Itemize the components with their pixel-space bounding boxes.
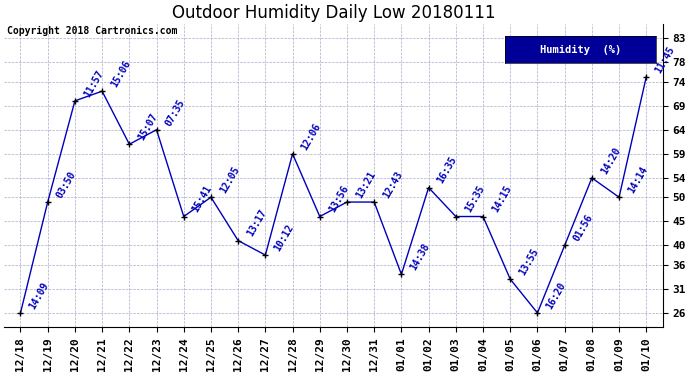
- Text: 14:14: 14:14: [626, 165, 649, 195]
- Text: 16:35: 16:35: [435, 155, 459, 185]
- Text: 15:35: 15:35: [463, 184, 486, 214]
- Text: 13:21: 13:21: [354, 170, 377, 200]
- Text: 16:20: 16:20: [544, 280, 568, 311]
- Text: 13:56: 13:56: [327, 184, 350, 214]
- Text: 07:35: 07:35: [164, 97, 187, 128]
- Text: 11:45: 11:45: [653, 44, 677, 75]
- Text: 14:09: 14:09: [28, 280, 51, 311]
- Text: 03:50: 03:50: [55, 170, 78, 200]
- Text: 12:06: 12:06: [299, 121, 323, 152]
- Text: 14:15: 14:15: [490, 184, 513, 214]
- Text: 15:06: 15:06: [109, 58, 132, 89]
- Text: 12:43: 12:43: [381, 170, 404, 200]
- Text: 11:57: 11:57: [82, 68, 105, 99]
- Text: 13:55: 13:55: [518, 246, 540, 277]
- Text: Copyright 2018 Cartronics.com: Copyright 2018 Cartronics.com: [7, 26, 177, 36]
- Text: 13:17: 13:17: [245, 208, 268, 238]
- Text: 15:07: 15:07: [136, 112, 159, 142]
- Text: 15:41: 15:41: [190, 184, 214, 214]
- Text: 10:12: 10:12: [273, 222, 295, 253]
- Text: 14:38: 14:38: [408, 242, 432, 272]
- Text: 12:05: 12:05: [218, 165, 241, 195]
- Title: Outdoor Humidity Daily Low 20180111: Outdoor Humidity Daily Low 20180111: [172, 4, 495, 22]
- Text: 14:20: 14:20: [599, 146, 622, 176]
- Text: 01:56: 01:56: [571, 213, 595, 243]
